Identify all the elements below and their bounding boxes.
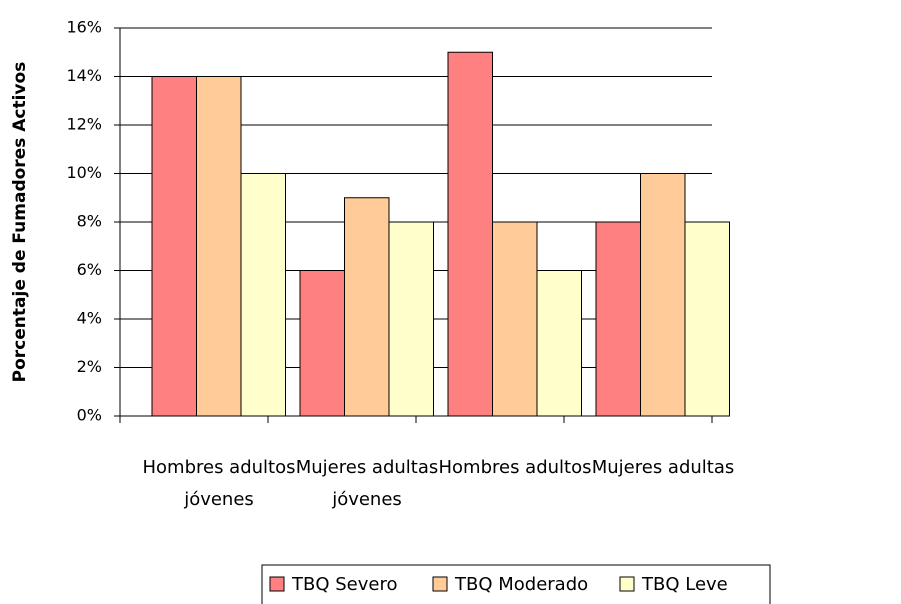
legend-label: TBQ Severo — [291, 574, 397, 595]
y-tick-label: 10% — [66, 163, 102, 182]
y-tick-label: 4% — [77, 309, 102, 328]
bar — [595, 221, 641, 417]
y-axis-label: Porcentaje de Fumadores Activos — [10, 62, 30, 383]
y-tick-label: 16% — [66, 18, 102, 37]
bar — [344, 197, 390, 417]
x-tick-label: Mujeres adultas — [591, 457, 735, 478]
bar — [240, 173, 286, 417]
x-tick-label: Mujeres adultas jóvenes — [295, 457, 439, 510]
bar — [388, 221, 434, 417]
legend-swatch — [619, 576, 635, 592]
bar — [151, 76, 197, 417]
x-tick-label: Hombres adultos — [438, 457, 592, 478]
legend-swatch — [432, 576, 448, 592]
y-tick-label: 12% — [66, 115, 102, 134]
bar — [492, 221, 538, 417]
legend-label: TBQ Leve — [641, 574, 728, 595]
x-tick-label: Hombres adultos jóvenes — [142, 457, 296, 510]
bar — [196, 76, 242, 417]
y-tick-label: 8% — [77, 212, 102, 231]
y-tick-label: 2% — [77, 357, 102, 376]
bar — [684, 221, 730, 417]
y-tick-label: 6% — [77, 260, 102, 279]
legend-label: TBQ Moderado — [454, 574, 588, 595]
y-tick-label: 0% — [77, 406, 102, 425]
y-tick-label: 14% — [66, 66, 102, 85]
bar — [536, 270, 582, 417]
bar — [640, 173, 686, 417]
bar — [299, 270, 345, 417]
legend-box — [261, 564, 771, 604]
legend-swatch — [269, 576, 285, 592]
bar — [447, 51, 493, 417]
